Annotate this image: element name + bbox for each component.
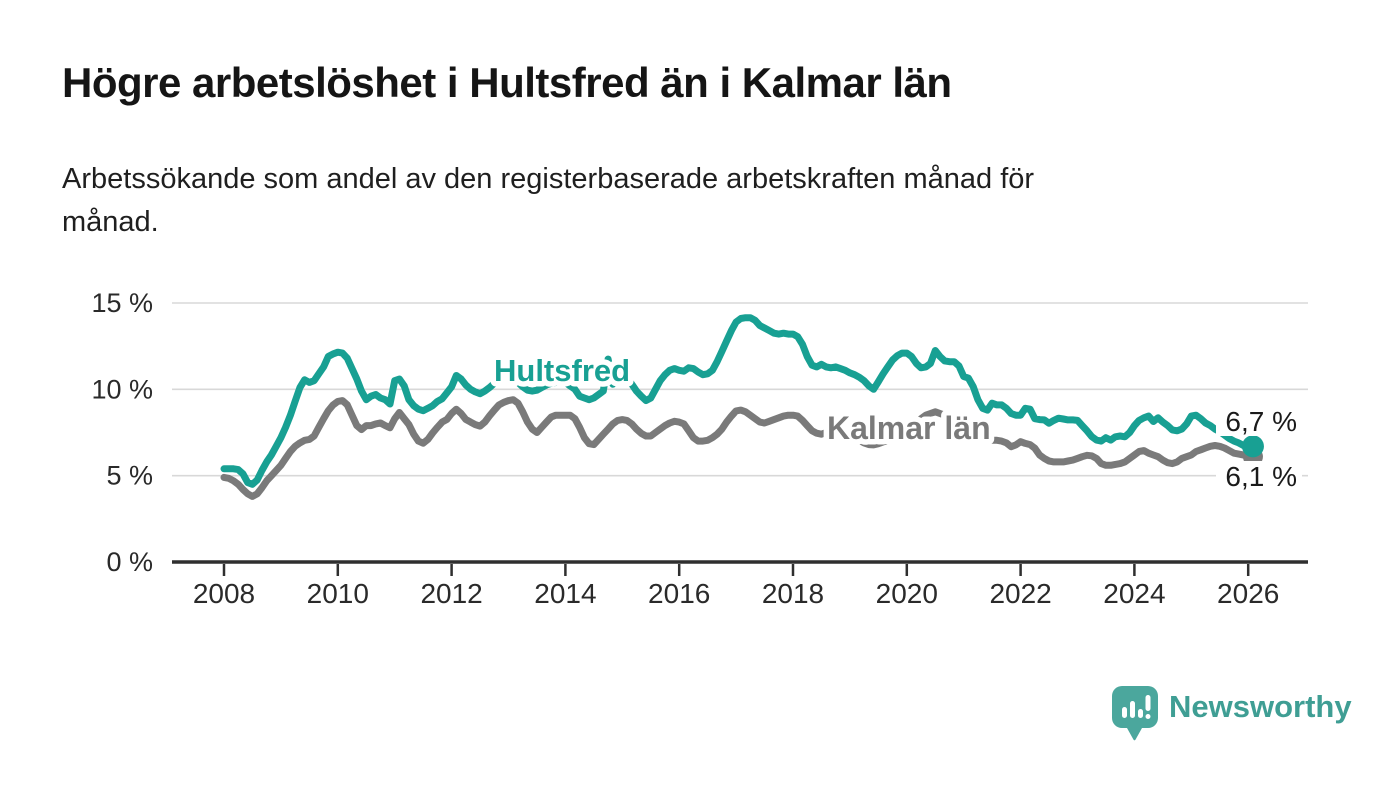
series-line-kalmar-lan [220,396,1257,500]
x-axis-label-2012: 2012 [420,578,482,609]
chart-subtitle: Arbetssökande som andel av den registerb… [62,158,1034,244]
end-value-label-kalmar-lan: 6,1 % [1225,461,1297,492]
series-line-hultsfred [220,314,1257,488]
page-title: Högre arbetslöshet i Hultsfred än i Kalm… [62,59,952,106]
end-label-bg-kalmar-lan [1216,461,1302,491]
logo-bar-1 [1122,707,1127,718]
newsworthy-wordmark: Newsworthy [1169,689,1352,724]
x-axis-label-2010: 2010 [307,578,369,609]
series-end-dot-hultsfred [1241,435,1264,458]
newsworthy-logo: Newsworthy [1112,685,1352,743]
end-label-bg-hultsfred [1216,406,1302,436]
logo-exclamation-dot [1145,714,1151,719]
x-axis-label-2020: 2020 [876,578,938,609]
logo-bar-2 [1130,701,1135,718]
x-axis-label-2014: 2014 [534,578,596,609]
x-axis-label-2008: 2008 [193,578,255,609]
logo-bar-3 [1138,709,1143,718]
newsworthy-logo-icon [1112,686,1158,741]
logo-exclamation-bar [1145,695,1151,711]
series-label-hultsfred: Hultsfred [494,353,630,388]
x-axis-label-2018: 2018 [762,578,824,609]
y-axis-label-0: 0 % [106,547,153,577]
chart-subtitle-line1: Arbetssökande som andel av den registerb… [62,163,1035,195]
x-axis-label-2022: 2022 [989,578,1051,609]
chart-subtitle-line2: månad. [62,206,159,238]
end-value-label-hultsfred: 6,7 % [1225,406,1297,437]
x-axis-label-2016: 2016 [648,578,710,609]
y-axis-label-5: 5 % [106,461,153,491]
x-axis-label-2026: 2026 [1217,578,1279,609]
series-label-kalmar-lan: Kalmar län [827,410,991,446]
x-axis-label-2024: 2024 [1103,578,1165,609]
y-axis-label-10: 10 % [91,374,153,404]
y-axis-label-15: 15 % [91,288,153,318]
